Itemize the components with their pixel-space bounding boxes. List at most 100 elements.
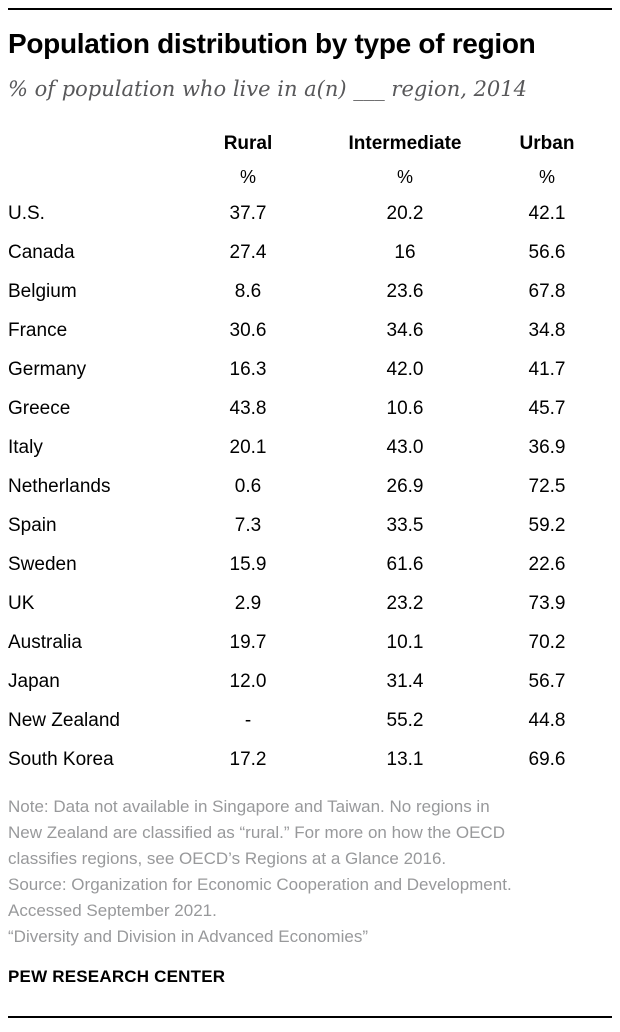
urban-value-cell: 56.6 — [528, 242, 566, 264]
intermediate-value-cell: 34.6 — [386, 320, 424, 342]
intermediate-value-cell: 33.5 — [386, 515, 424, 537]
rural-value-cell: 8.6 — [234, 281, 262, 303]
table-row: France 30.6 34.6 34.8 — [8, 312, 612, 351]
country-cell: Germany — [8, 359, 87, 381]
unit-cell-rural: % — [239, 167, 256, 188]
intermediate-value-cell: 61.6 — [386, 554, 424, 576]
table-header-row: Rural Intermediate Urban — [8, 127, 612, 161]
urban-value-cell: 45.7 — [528, 398, 566, 420]
table-row: Italy 20.1 43.0 36.9 — [8, 429, 612, 468]
country-cell: Greece — [8, 398, 71, 420]
country-cell: Sweden — [8, 554, 77, 576]
intermediate-value-cell: 16 — [394, 242, 416, 264]
rural-value-cell: 43.8 — [229, 398, 267, 420]
intermediate-value-cell: 23.2 — [386, 593, 424, 615]
rural-value-cell: 16.3 — [229, 359, 267, 381]
table-row: New Zealand - 55.2 44.8 — [8, 702, 612, 741]
urban-value-cell: 70.2 — [528, 632, 566, 654]
country-cell: South Korea — [8, 749, 114, 771]
country-cell: U.S. — [8, 203, 45, 225]
urban-value-cell: 59.2 — [528, 515, 566, 537]
unit-cell-intermediate: % — [396, 167, 413, 188]
source-line: Accessed September 2021. — [8, 900, 217, 920]
rural-value-cell: 12.0 — [229, 671, 267, 693]
footnote-block: Note: Data not available in Singapore an… — [8, 794, 612, 950]
data-table: Rural Intermediate Urban % % % U.S. 37.7 2… — [8, 127, 612, 780]
country-cell: Italy — [8, 437, 43, 459]
column-header-country — [8, 127, 168, 161]
note-line: Note: Data not available in Singapore an… — [8, 796, 490, 816]
country-cell: Belgium — [8, 281, 77, 303]
unit-cell-empty — [8, 161, 168, 195]
urban-value-cell: 67.8 — [528, 281, 566, 303]
intermediate-value-cell: 13.1 — [386, 749, 424, 771]
country-cell: Canada — [8, 242, 75, 264]
rural-value-cell: 7.3 — [234, 515, 262, 537]
intermediate-value-cell: 23.6 — [386, 281, 424, 303]
urban-value-cell: 56.7 — [528, 671, 566, 693]
note-line: New Zealand are classified as “rural.” F… — [8, 822, 505, 842]
rural-value-cell: 17.2 — [229, 749, 267, 771]
urban-value-cell: 72.5 — [528, 476, 566, 498]
rural-value-cell: - — [244, 710, 252, 732]
country-cell: Netherlands — [8, 476, 111, 498]
urban-value-cell: 34.8 — [528, 320, 566, 342]
intermediate-value-cell: 10.6 — [386, 398, 424, 420]
note-line: classifies regions, see OECD’s Regions a… — [8, 848, 447, 868]
rural-value-cell: 20.1 — [229, 437, 267, 459]
rural-value-cell: 19.7 — [229, 632, 267, 654]
source-line: Source: Organization for Economic Cooper… — [8, 874, 512, 894]
urban-value-cell: 73.9 — [528, 593, 566, 615]
rural-value-cell: 15.9 — [229, 554, 267, 576]
table-row: Australia 19.7 10.1 70.2 — [8, 624, 612, 663]
report-figure: Population distribution by type of regio… — [0, 8, 620, 1019]
top-rule — [8, 8, 612, 10]
page-subtitle: % of population who live in a(n) ___ reg… — [8, 76, 528, 101]
intermediate-value-cell: 55.2 — [386, 710, 424, 732]
urban-value-cell: 41.7 — [528, 359, 566, 381]
table-row: Germany 16.3 42.0 41.7 — [8, 351, 612, 390]
urban-value-cell: 69.6 — [528, 749, 566, 771]
table-row: Spain 7.3 33.5 59.2 — [8, 507, 612, 546]
intermediate-value-cell: 43.0 — [386, 437, 424, 459]
table-row: Canada 27.4 16 56.6 — [8, 234, 612, 273]
urban-value-cell: 44.8 — [528, 710, 566, 732]
table-body: U.S. 37.7 20.2 42.1 Canada 27.4 16 56.6 Belgium 8… — [8, 195, 612, 780]
table-row: South Korea 17.2 13.1 69.6 — [8, 741, 612, 780]
column-header-rural: Rural — [223, 132, 273, 154]
table-row: Sweden 15.9 61.6 22.6 — [8, 546, 612, 585]
rural-value-cell: 30.6 — [229, 320, 267, 342]
intermediate-value-cell: 10.1 — [386, 632, 424, 654]
country-cell: Spain — [8, 515, 57, 537]
intermediate-value-cell: 42.0 — [386, 359, 424, 381]
urban-value-cell: 22.6 — [528, 554, 566, 576]
column-header-intermediate: Intermediate — [348, 132, 462, 154]
intermediate-value-cell: 20.2 — [386, 203, 424, 225]
intermediate-value-cell: 26.9 — [386, 476, 424, 498]
table-row: Greece 43.8 10.6 45.7 — [8, 390, 612, 429]
rural-value-cell: 2.9 — [234, 593, 262, 615]
intermediate-value-cell: 31.4 — [386, 671, 424, 693]
unit-row: % % % — [8, 161, 612, 195]
table-row: UK 2.9 23.2 73.9 — [8, 585, 612, 624]
brand-wordmark: PEW RESEARCH CENTER — [8, 966, 226, 986]
country-cell: UK — [8, 593, 35, 615]
rural-value-cell: 37.7 — [229, 203, 267, 225]
unit-cell-urban: % — [538, 167, 555, 188]
country-cell: Japan — [8, 671, 60, 693]
table-row: Japan 12.0 31.4 56.7 — [8, 663, 612, 702]
country-cell: New Zealand — [8, 710, 120, 732]
urban-value-cell: 42.1 — [528, 203, 566, 225]
page-title: Population distribution by type of regio… — [8, 28, 536, 59]
table-row: U.S. 37.7 20.2 42.1 — [8, 195, 612, 234]
column-header-urban: Urban — [519, 132, 575, 154]
report-quote: “Diversity and Division in Advanced Econ… — [8, 926, 368, 946]
country-cell: France — [8, 320, 68, 342]
country-cell: Australia — [8, 632, 82, 654]
rural-value-cell: 0.6 — [234, 476, 262, 498]
rural-value-cell: 27.4 — [229, 242, 267, 264]
urban-value-cell: 36.9 — [528, 437, 566, 459]
table-row: Belgium 8.6 23.6 67.8 — [8, 273, 612, 312]
bottom-rule — [8, 1016, 612, 1019]
table-row: Netherlands 0.6 26.9 72.5 — [8, 468, 612, 507]
